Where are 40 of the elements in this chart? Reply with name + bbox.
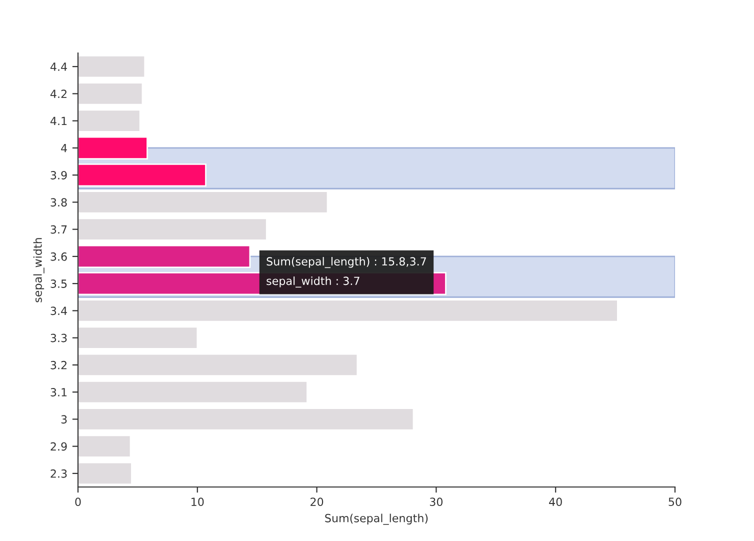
x-tick-label: 20 <box>310 498 324 506</box>
y-tick-label: 3.1 <box>50 388 67 396</box>
y-tick-label: 3.8 <box>50 198 67 207</box>
y-tick-label: 4 <box>61 144 67 152</box>
bar <box>78 434 132 458</box>
bar <box>78 164 206 187</box>
y-tick-label: 4.2 <box>50 90 66 98</box>
bar <box>78 136 148 160</box>
y-tick-label: 2.3 <box>50 469 67 478</box>
x-tick-label: 30 <box>430 498 443 506</box>
bar <box>78 380 308 404</box>
annotation: Sum(sepal_length) : 15.8,3.7 <box>266 256 426 268</box>
bar <box>78 190 328 214</box>
x-tick-label: 40 <box>549 498 562 506</box>
y-tick-label: 3.5 <box>50 280 67 288</box>
y-tick-label: 3.3 <box>50 334 67 342</box>
y-tick-label: 2.9 <box>50 442 67 451</box>
y-tick-label: 3.9 <box>50 171 67 180</box>
y-tick-label: 3.2 <box>50 360 66 370</box>
x-tick-label: 50 <box>668 498 682 506</box>
bar <box>78 109 141 132</box>
y-tick-label: 3.4 <box>50 306 67 316</box>
y-tick-label: 3.6 <box>50 252 67 261</box>
bar <box>78 462 132 485</box>
x-axis-title: Sum(sepal_length) <box>325 514 428 525</box>
y-tick-label: 4.4 <box>50 62 67 71</box>
bar <box>78 408 414 431</box>
bar <box>78 218 268 241</box>
bar <box>78 353 358 376</box>
bar <box>78 326 198 350</box>
y-tick-label: 3.7 <box>50 225 67 234</box>
annotation: sepal_width : 3.7 <box>266 276 360 288</box>
x-tick-label: 10 <box>192 498 204 506</box>
y-axis-title: sepal_width <box>33 238 44 302</box>
y-tick-label: 3 <box>61 415 67 424</box>
x-tick-label: 0 <box>75 498 81 506</box>
bar <box>78 55 146 78</box>
bar <box>78 82 144 106</box>
bar <box>78 244 251 268</box>
y-tick-label: 4.1 <box>50 116 67 126</box>
